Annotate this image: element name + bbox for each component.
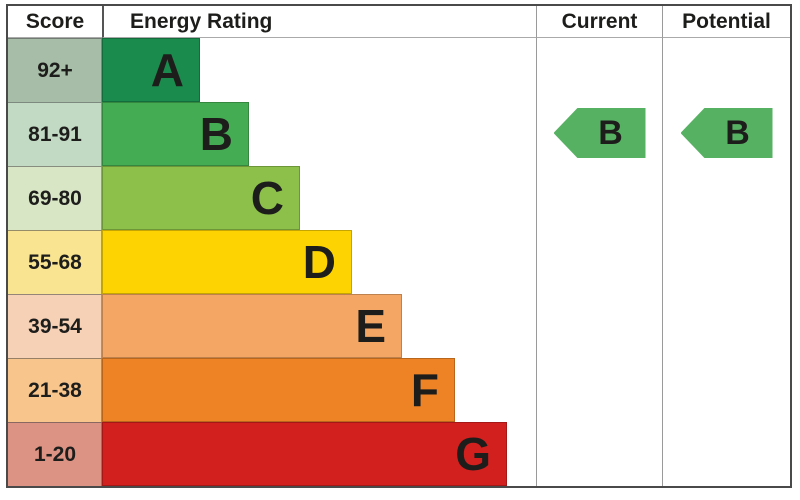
score-band-c: 69-80 [8,166,102,230]
score-band-f: 21-38 [8,358,102,422]
rating-bar-e: E [102,294,402,358]
potential-rating-letter: B [725,113,750,152]
rating-bar-a-letter: A [150,44,184,96]
score-band-f-label: 21-38 [28,378,82,402]
rating-row-b: B [102,102,536,166]
rating-row-a: A [102,38,536,102]
rating-bar-f: F [102,358,455,422]
score-band-d: 55-68 [8,230,102,294]
rating-bar-d: D [102,230,352,294]
rating-bar-b: B [102,102,249,166]
rating-bar-e-letter: E [355,300,386,352]
rating-bar-b-letter: B [199,108,233,160]
epc-energy-rating-chart: Score Energy Rating Current Potential 92… [6,4,792,488]
rating-bar-c: C [102,166,300,230]
score-column-header: Score [8,6,102,38]
score-band-g-label: 1-20 [33,442,77,466]
potential-column-header: Potential [662,6,790,38]
rating-row-d: D [102,230,536,294]
score-band-a-label: 92+ [37,58,73,82]
score-header-label: Score [25,9,85,33]
score-band-b: 81-91 [8,102,102,166]
current-header-label: Current [561,9,638,33]
rating-bar-g-letter: G [455,428,491,480]
energy-rating-column-header: Energy Rating [102,6,536,38]
rating-row-f: F [102,358,536,422]
rating-row-e: E [102,294,536,358]
rating-bar-f-letter: F [410,364,439,416]
score-band-a: 92+ [8,38,102,102]
rating-bar-g: G [102,422,507,486]
potential-header-label: Potential [682,9,771,33]
rating-bar-d-letter: D [302,236,336,288]
current-rating-arrow: B [553,108,646,158]
current-column-header: Current [536,6,662,38]
potential-rating-arrow: B [680,108,773,158]
score-band-e-label: 39-54 [28,314,82,338]
score-band-c-label: 69-80 [28,186,82,210]
score-band-g: 1-20 [8,422,102,486]
score-band-d-label: 55-68 [28,250,82,274]
rating-row-g: G [102,422,536,486]
potential-rating-column: B [662,38,790,486]
rating-bar-c-letter: C [250,172,284,224]
score-band-e: 39-54 [8,294,102,358]
rating-bar-a: A [102,38,200,102]
rating-row-c: C [102,166,536,230]
score-band-b-label: 81-91 [28,122,82,146]
energy-rating-header-label: Energy Rating [130,9,273,33]
current-rating-column: B [536,38,662,486]
current-rating-letter: B [598,113,623,152]
